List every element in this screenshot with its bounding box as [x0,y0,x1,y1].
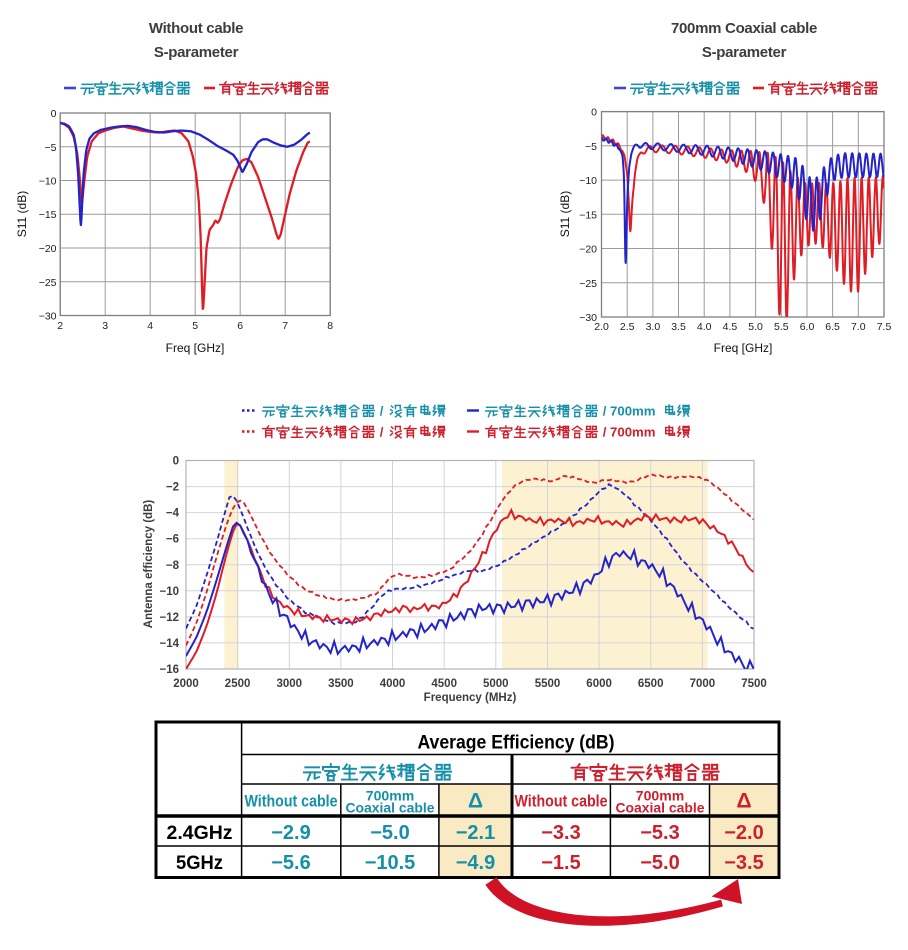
svg-text:−5: −5 [585,141,597,153]
svg-text:Freq [GHz]: Freq [GHz] [714,341,773,355]
svg-text:2.0: 2.0 [594,321,609,333]
svg-text:−10.5: −10.5 [365,852,416,874]
svg-text:700mm Coaxial cable: 700mm Coaxial cable [671,20,817,37]
svg-text:/ 700mm: / 700mm [599,425,659,440]
svg-text:−20: −20 [579,244,597,256]
svg-text:S11 (dB): S11 (dB) [558,191,572,237]
svg-text:−10: −10 [39,176,57,188]
svg-text:−15: −15 [39,209,57,221]
svg-text:−10: −10 [579,175,597,187]
svg-text:−5.3: −5.3 [640,822,679,844]
svg-text:2000: 2000 [173,678,199,690]
svg-text:Freq [GHz]: Freq [GHz] [166,341,225,355]
svg-text:8: 8 [327,320,333,332]
svg-text:4000: 4000 [380,678,406,690]
svg-text:2500: 2500 [225,678,251,690]
svg-text:Coaxial cable: Coaxial cable [346,801,436,816]
svg-text:−2: −2 [166,482,179,494]
svg-text:6: 6 [237,320,243,332]
svg-text:Average Efficiency (dB): Average Efficiency (dB) [418,732,615,754]
svg-text:−5.6: −5.6 [271,852,310,874]
svg-text:7.5: 7.5 [877,321,892,333]
svg-text:7000: 7000 [690,678,716,690]
svg-text:7.0: 7.0 [851,321,866,333]
svg-text:5500: 5500 [535,678,561,690]
svg-text:−15: −15 [579,209,597,221]
svg-text:2.5: 2.5 [620,321,635,333]
svg-text:5GHz: 5GHz [176,852,223,874]
svg-text:−10: −10 [159,586,179,598]
svg-text:6000: 6000 [586,678,612,690]
svg-text:−16: −16 [159,664,179,676]
svg-text:−30: −30 [39,311,57,323]
svg-text:0: 0 [591,107,597,119]
svg-text:Coaxial cable: Coaxial cable [616,801,706,816]
svg-text:/: / [376,425,387,440]
svg-text:Without cable: Without cable [149,20,243,37]
svg-text:Δ: Δ [736,790,751,813]
svg-text:5.0: 5.0 [748,321,763,333]
svg-text:5.5: 5.5 [774,321,789,333]
svg-text:−14: −14 [159,638,179,650]
svg-text:−5.0: −5.0 [370,822,409,844]
svg-text:700mm: 700mm [636,789,685,804]
svg-text:Without cable: Without cable [245,792,338,811]
svg-text:−4.9: −4.9 [456,852,495,874]
svg-text:700mm: 700mm [366,789,415,804]
svg-text:−2.0: −2.0 [724,822,763,844]
svg-text:2.4GHz: 2.4GHz [167,822,233,844]
svg-text:−3.3: −3.3 [541,822,580,844]
svg-text:−2.1: −2.1 [456,822,495,844]
svg-text:−6: −6 [166,534,179,546]
svg-text:−2.9: −2.9 [271,822,310,844]
svg-text:/: / [376,404,387,419]
svg-text:−4: −4 [166,508,180,520]
svg-text:Antenna efficiency (dB): Antenna efficiency (dB) [143,500,155,629]
svg-text:4.5: 4.5 [723,321,738,333]
svg-text:6.5: 6.5 [825,321,840,333]
svg-text:4500: 4500 [431,678,457,690]
svg-text:5000: 5000 [483,678,509,690]
svg-text:S11 (dB): S11 (dB) [15,191,29,237]
svg-text:3500: 3500 [328,678,354,690]
svg-text:6500: 6500 [638,678,664,690]
svg-text:−25: −25 [39,277,57,289]
svg-text:3000: 3000 [277,678,303,690]
svg-text:6.0: 6.0 [800,321,815,333]
svg-text:−5.0: −5.0 [640,852,679,874]
svg-text:−25: −25 [579,278,597,290]
svg-text:Δ: Δ [468,790,483,813]
svg-text:7500: 7500 [741,678,767,690]
svg-text:0: 0 [51,108,57,120]
svg-text:2: 2 [57,320,63,332]
svg-text:−12: −12 [159,612,179,624]
svg-text:Without cable: Without cable [515,792,608,811]
svg-text:−3.5: −3.5 [724,852,763,874]
svg-text:4.0: 4.0 [697,321,712,333]
svg-text:S-parameter: S-parameter [154,44,239,61]
svg-text:−30: −30 [579,312,597,324]
svg-text:5: 5 [192,320,198,332]
svg-text:−1.5: −1.5 [541,852,580,874]
svg-text:−8: −8 [166,560,180,572]
svg-text:−20: −20 [39,243,57,255]
svg-text:4: 4 [147,320,153,332]
svg-text:−5: −5 [45,142,57,154]
svg-text:0: 0 [173,456,179,468]
svg-text:3: 3 [102,320,108,332]
svg-text:3.5: 3.5 [671,321,686,333]
svg-text:/ 700mm: / 700mm [599,404,659,419]
svg-text:7: 7 [282,320,288,332]
svg-text:3.0: 3.0 [646,321,661,333]
svg-text:S-parameter: S-parameter [702,44,787,61]
svg-text:Frequency (MHz): Frequency (MHz) [424,692,517,704]
